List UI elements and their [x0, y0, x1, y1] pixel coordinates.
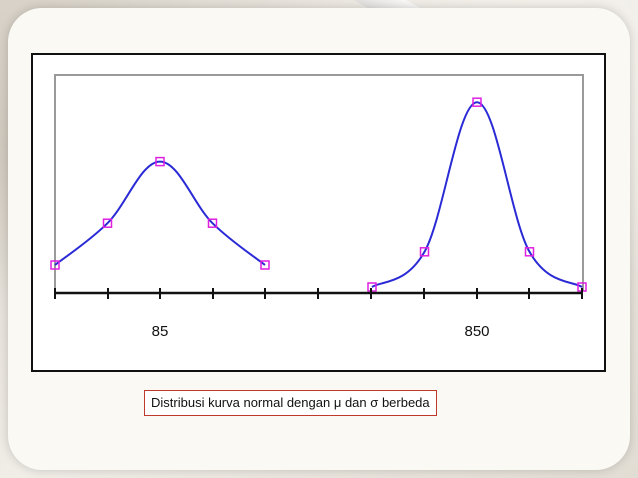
series-line-1: [54, 160, 266, 266]
data-point-marker: [419, 247, 430, 257]
mu-symbol: μ: [333, 395, 342, 410]
caption-suffix: berbeda: [381, 395, 430, 410]
caption-prefix: Distribusi kurva normal dengan: [151, 395, 331, 410]
data-point-marker: [207, 218, 218, 228]
chart-frame: 85 850: [31, 53, 606, 372]
chart-caption: Distribusi kurva normal dengan μ dan σ b…: [144, 390, 437, 416]
normal-distribution-chart: 85 850: [50, 74, 587, 340]
data-point-marker: [102, 218, 113, 228]
data-point-marker: [524, 247, 535, 257]
tick-label-85: 85: [152, 323, 169, 340]
data-point-marker: [50, 260, 60, 270]
series-line-2: [371, 101, 583, 288]
data-point-marker: [472, 97, 482, 107]
caption-and: dan: [344, 395, 367, 410]
sigma-symbol: σ: [370, 395, 379, 410]
data-point-marker: [155, 156, 165, 167]
tick-label-850: 850: [464, 323, 489, 340]
data-point-marker: [260, 260, 270, 270]
plot-area-border: [54, 74, 584, 291]
